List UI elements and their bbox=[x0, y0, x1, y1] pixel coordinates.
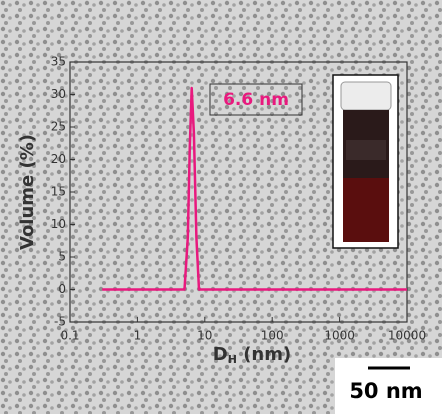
figure: 6.6 nm Volume (%) DH (nm) 50 nm -5 0 5 10 15… bbox=[0, 0, 442, 414]
y-tick-label: 15 bbox=[51, 185, 66, 199]
y-tick-label: -5 bbox=[54, 315, 66, 329]
x-tick-label: 100 bbox=[261, 329, 284, 343]
x-label-main: D bbox=[213, 344, 228, 365]
y-tick-label: 35 bbox=[51, 55, 66, 69]
x-tick-label: 0.1 bbox=[60, 329, 79, 343]
scale-bar-label: 50 nm bbox=[349, 379, 422, 403]
y-axis-label: Volume (%) bbox=[17, 134, 38, 250]
y-tick-label: 10 bbox=[51, 217, 66, 231]
inset-photo bbox=[333, 75, 398, 248]
x-tick-label: 10 bbox=[197, 329, 212, 343]
x-tick-label: 10000 bbox=[388, 329, 426, 343]
x-label-sub: H bbox=[228, 353, 237, 366]
x-tick-label: 1000 bbox=[324, 329, 355, 343]
x-tick-label: 1 bbox=[134, 329, 142, 343]
y-tick-label: 0 bbox=[58, 282, 66, 296]
x-label-rest: (nm) bbox=[237, 344, 291, 365]
y-tick-label: 5 bbox=[58, 250, 66, 264]
y-tick-label: 25 bbox=[51, 120, 66, 134]
y-tick-label: 30 bbox=[51, 87, 66, 101]
y-tick-label: 20 bbox=[51, 152, 66, 166]
x-axis-label: DH (nm) bbox=[213, 344, 291, 366]
annotation: 6.6 nm bbox=[223, 90, 289, 110]
